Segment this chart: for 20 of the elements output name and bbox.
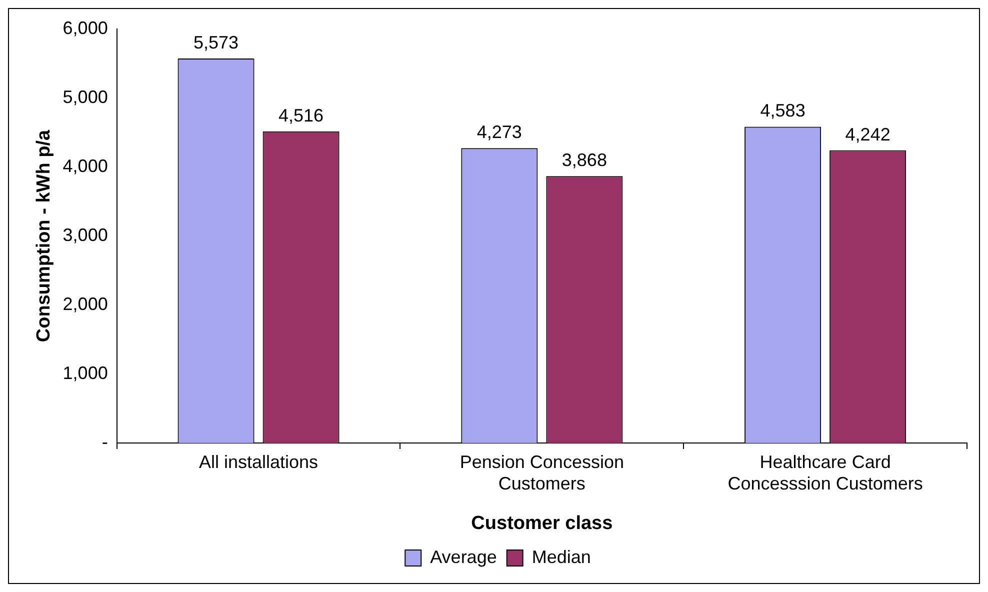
y-tick-label: 3,000 bbox=[62, 224, 108, 245]
y-tick-label: 6,000 bbox=[62, 18, 108, 38]
y-tick-label: - bbox=[102, 432, 108, 452]
x-tick-label: Pension Concession Customers bbox=[460, 452, 624, 494]
legend-label: Average bbox=[430, 546, 497, 567]
x-axis-title: Customer class bbox=[471, 512, 613, 534]
y-tick-label: 1,000 bbox=[62, 362, 108, 383]
x-tick-label: Healthcare Card Concesssion Customers bbox=[728, 452, 923, 494]
data-label: 4,516 bbox=[278, 105, 324, 126]
data-label: 5,573 bbox=[194, 32, 239, 52]
y-tick-label: 4,000 bbox=[62, 156, 108, 176]
data-label: 4,583 bbox=[760, 100, 806, 121]
x-tick-label: All installations bbox=[199, 452, 318, 472]
y-tick-label: 5,000 bbox=[62, 86, 108, 107]
data-label: 4,242 bbox=[845, 124, 890, 144]
y-tick-label: 2,000 bbox=[62, 294, 108, 314]
data-label: 4,273 bbox=[476, 122, 522, 142]
data-label: 3,868 bbox=[562, 150, 607, 170]
legend-label: Median bbox=[532, 546, 591, 567]
y-axis-title: Consumption - kWh p/a bbox=[34, 130, 55, 342]
